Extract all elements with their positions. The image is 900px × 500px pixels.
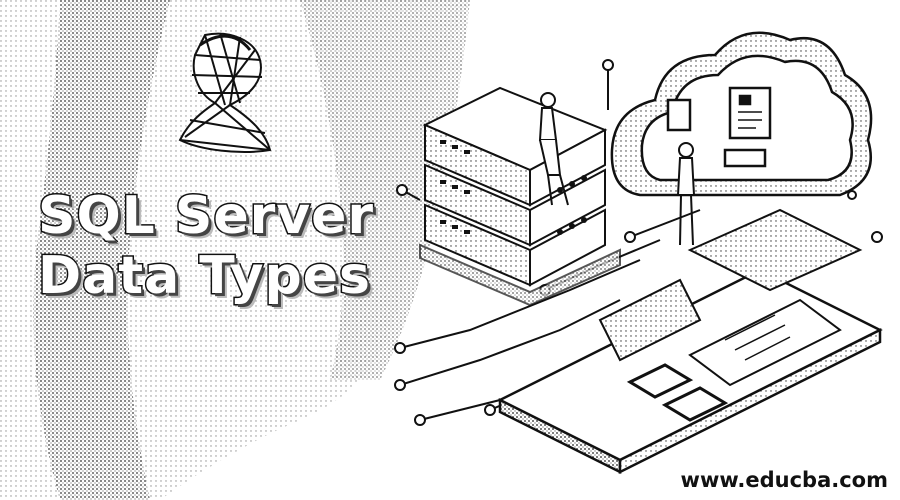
left-texture	[0, 0, 470, 500]
cloud-icon	[610, 31, 873, 197]
server-stack-icon	[419, 86, 621, 307]
person-sitting-icon	[538, 92, 569, 206]
title-line-2: Data Types	[36, 245, 371, 308]
person-standing-icon	[676, 142, 696, 246]
page-title: SQL Server Data Types	[36, 185, 375, 308]
title-line-1: SQL Server	[36, 185, 375, 248]
platform-board-icon	[497, 208, 883, 475]
watermark-url: www.educba.com	[680, 468, 888, 492]
sql-server-logo-icon	[178, 32, 272, 153]
